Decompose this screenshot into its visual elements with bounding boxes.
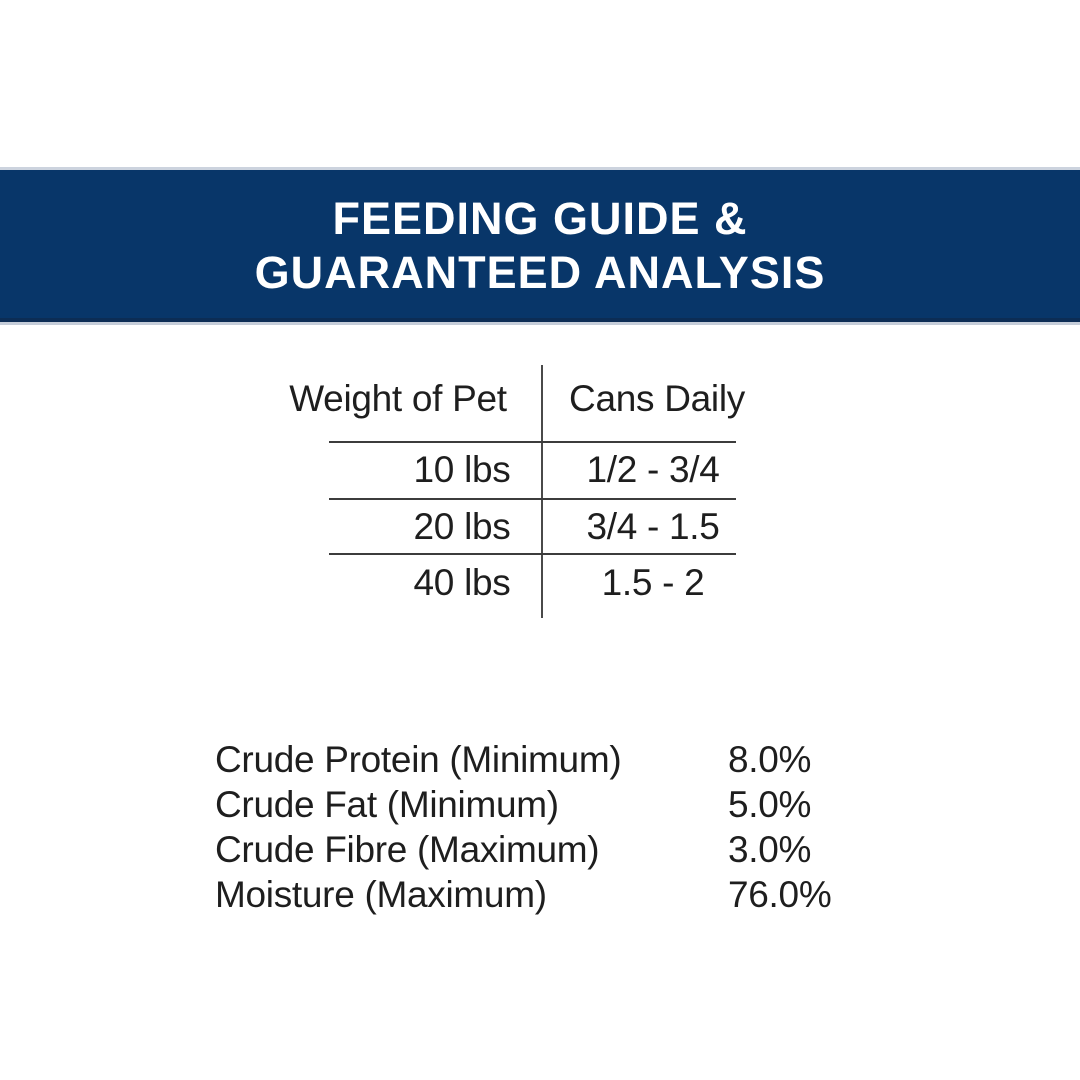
table-rule-row2	[329, 553, 736, 555]
banner-title-line1: FEEDING GUIDE &	[332, 193, 748, 244]
analysis-row: Crude Protein (Minimum) 8.0%	[215, 737, 875, 782]
feeding-guide-banner: FEEDING GUIDE & GUARANTEED ANALYSIS	[0, 167, 1080, 325]
table-cell-weight: 20 lbs	[413, 506, 511, 547]
analysis-row: Crude Fat (Minimum) 5.0%	[215, 782, 875, 827]
analysis-value: 76.0%	[728, 873, 832, 915]
analysis-row: Crude Fibre (Maximum) 3.0%	[215, 827, 875, 872]
table-cell-weight: 10 lbs	[413, 449, 511, 490]
table-cell-weight: 40 lbs	[413, 562, 511, 603]
analysis-label: Crude Fibre (Maximum)	[215, 828, 600, 870]
analysis-label: Moisture (Maximum)	[215, 873, 547, 915]
analysis-label: Crude Protein (Minimum)	[215, 738, 622, 780]
analysis-value: 3.0%	[728, 828, 812, 870]
table-vertical-divider	[541, 365, 543, 618]
table-rule-row1	[329, 498, 736, 500]
table-cell-cans: 3/4 - 1.5	[586, 506, 720, 547]
analysis-row: Moisture (Maximum) 76.0%	[215, 872, 875, 917]
guaranteed-analysis-list: Crude Protein (Minimum) 8.0% Crude Fat (…	[215, 737, 875, 917]
table-cell-cans: 1/2 - 3/4	[586, 449, 720, 490]
table-rule-header	[329, 441, 736, 443]
table-cell-cans: 1.5 - 2	[601, 562, 705, 603]
column-header-weight: Weight of Pet	[289, 378, 507, 419]
analysis-value: 5.0%	[728, 783, 812, 825]
analysis-label: Crude Fat (Minimum)	[215, 783, 559, 825]
feeding-guide-table: Weight of Pet Cans Daily 10 lbs 1/2 - 3/…	[240, 360, 800, 630]
banner-title-line2: GUARANTEED ANALYSIS	[254, 247, 826, 298]
column-header-cans: Cans Daily	[569, 378, 745, 419]
analysis-value: 8.0%	[728, 738, 812, 780]
